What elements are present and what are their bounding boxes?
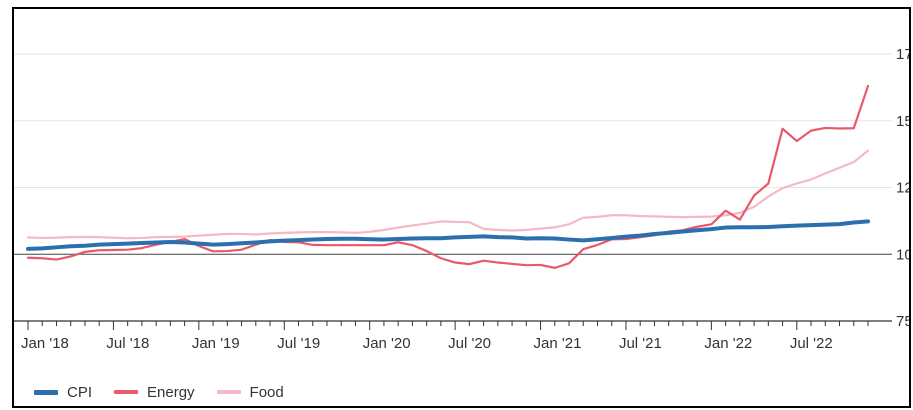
legend-swatch-food bbox=[216, 390, 241, 394]
line-chart: Jan '18 Jul '18 Jan '19 Jul '19 Jan '20 Jul '… bbox=[14, 46, 909, 352]
chart-frame: Jan '18 Jul '18 Jan '19 Jul '19 Jan '20 Jul '… bbox=[12, 7, 911, 408]
legend-swatch-energy bbox=[114, 390, 139, 394]
legend: CPI Energy Food bbox=[34, 382, 306, 402]
x-tick-label: Jan '20 bbox=[363, 335, 411, 352]
series-lines bbox=[26, 84, 870, 269]
legend-label-energy: Energy bbox=[147, 383, 195, 401]
series-line-cpi[interactable] bbox=[26, 219, 870, 251]
legend-item-energy[interactable]: Energy bbox=[114, 384, 195, 401]
gridlines bbox=[14, 53, 892, 188]
x-tick-label: Jul '18 bbox=[106, 335, 149, 352]
y-tick-label: 175 bbox=[896, 46, 909, 63]
x-axis: Jan '18 Jul '18 Jan '19 Jul '19 Jan '20 Jul '… bbox=[14, 320, 892, 352]
y-tick-label: 100 bbox=[896, 246, 909, 263]
x-tick-label: Jul '20 bbox=[448, 335, 491, 352]
series-line-food[interactable] bbox=[26, 149, 870, 240]
legend-label-cpi: CPI bbox=[67, 383, 93, 401]
y-tick-label: 125 bbox=[896, 180, 909, 197]
legend-swatch-cpi bbox=[34, 389, 58, 395]
legend-item-food[interactable]: Food bbox=[216, 383, 284, 401]
legend-item-cpi[interactable]: CPI bbox=[34, 384, 92, 401]
y-tick-label: 150 bbox=[896, 113, 909, 130]
x-tick-label: Jan '18 bbox=[21, 335, 69, 352]
x-tick-label: Jul '21 bbox=[619, 335, 662, 352]
x-tick-label: Jul '19 bbox=[277, 335, 320, 352]
y-tick-label: 75 bbox=[896, 313, 909, 330]
x-tick-label: Jan '21 bbox=[534, 335, 582, 352]
x-tick-label: Jul '22 bbox=[790, 335, 833, 352]
x-tick-label: Jan '19 bbox=[192, 335, 240, 352]
x-tick-label: Jan '22 bbox=[704, 335, 752, 352]
legend-label-food: Food bbox=[249, 383, 284, 401]
y-axis: 75 100 125 150 175 bbox=[896, 46, 909, 330]
